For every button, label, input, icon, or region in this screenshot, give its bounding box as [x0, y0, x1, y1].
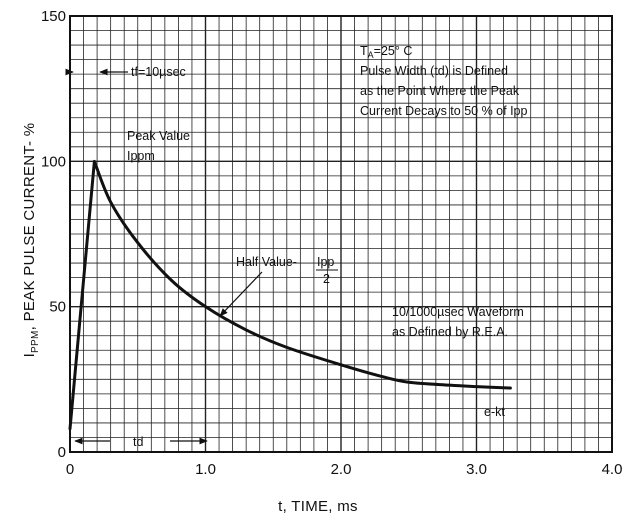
y-tick-label: 150: [41, 8, 66, 25]
x-tick-label: 0: [66, 461, 74, 478]
x-tick-label: 3.0: [466, 461, 487, 478]
y-tick-label: 50: [49, 299, 66, 316]
y-axis-title: IPPM, PEAK PULSE CURRENT- %: [21, 123, 41, 358]
peak-value-line1: Peak Value: [127, 129, 190, 143]
y-axis-title-subscript: PPM: [30, 330, 41, 353]
x-tick-label: 4.0: [602, 461, 623, 478]
waveform-points: [70, 161, 510, 428]
y-tick-label: 0: [58, 444, 66, 461]
pulse-waveform-line: [70, 161, 510, 428]
waveform-note: 10/1000µsec Waveform as Defined by R.E.A…: [392, 305, 524, 339]
tf-annotation: tf=10µsec: [68, 65, 186, 79]
y-tick-labels: 0 50 100 150: [41, 8, 66, 461]
x-tick-label: 1.0: [195, 461, 216, 478]
waveform-line2: as Defined by R.E.A.: [392, 325, 508, 339]
half-value-numerator: Ipp: [317, 255, 334, 269]
x-axis-title: t, TIME, ms: [278, 498, 358, 515]
conditions-note: TA=25° C Pulse Width (td) is Defined as …: [360, 44, 527, 118]
waveform-line1: 10/1000µsec Waveform: [392, 305, 524, 319]
y-axis-title-rest: , PEAK PULSE CURRENT- %: [21, 123, 38, 331]
tf-label: tf=10µsec: [131, 65, 186, 79]
ekt-label: e-kt: [484, 405, 505, 419]
half-value-text: Half Value-: [236, 255, 297, 269]
peak-point-line: as the Point Where the Peak: [360, 84, 520, 98]
half-value-denominator: 2: [323, 272, 330, 286]
pulse-width-line: Pulse Width (td) is Defined: [360, 64, 508, 78]
td-label: td: [133, 435, 143, 449]
x-tick-labels: 0 1.0 2.0 3.0 4.0: [66, 461, 623, 478]
y-tick-label: 100: [41, 153, 66, 170]
peak-value-line2: Ippm: [127, 149, 155, 163]
x-tick-label: 2.0: [331, 461, 352, 478]
peak-value-annotation: Peak Value Ippm: [127, 129, 190, 163]
half-value-leader: [220, 272, 262, 316]
decay-line: Current Decays to 50 % of Ipp: [360, 104, 527, 118]
